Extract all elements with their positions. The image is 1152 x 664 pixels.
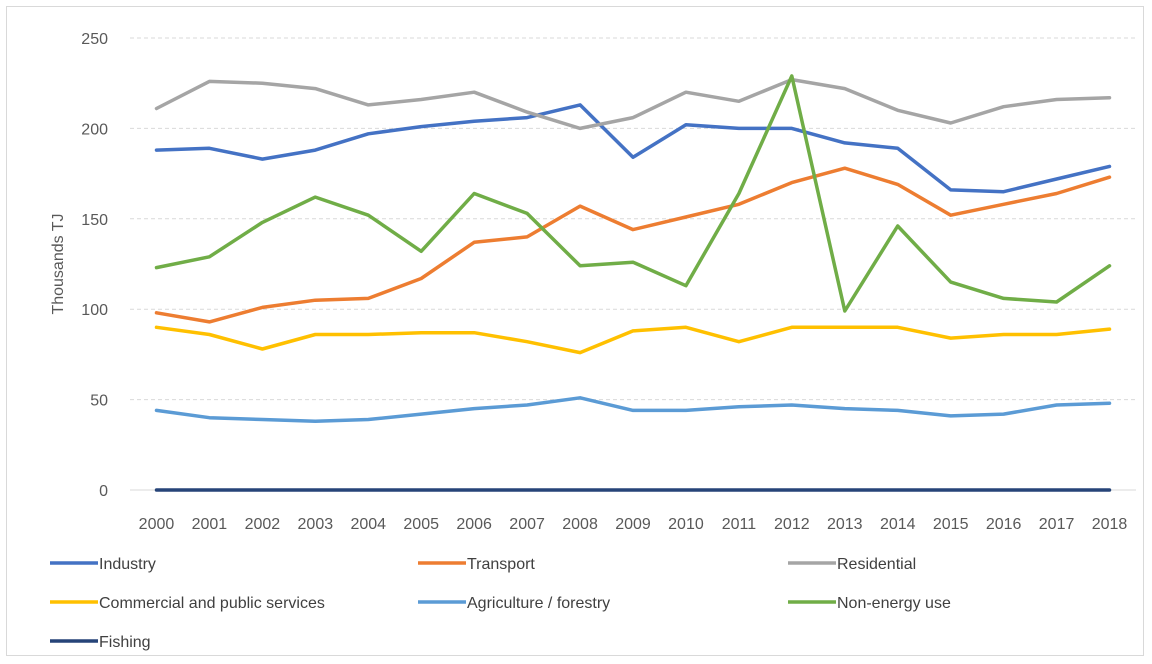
legend-item: Residential xyxy=(788,556,916,573)
y-axis-ticks: 0 50 100 150 200 250 xyxy=(81,31,108,500)
x-tick-label: 2013 xyxy=(827,516,863,533)
legend-label: Transport xyxy=(467,556,535,573)
series-line-non-energy-use xyxy=(154,74,1112,313)
x-tick-label: 2016 xyxy=(986,516,1022,533)
x-tick-label: 2007 xyxy=(509,516,545,533)
x-tick-label: 2014 xyxy=(880,516,916,533)
x-tick-label: 2000 xyxy=(139,516,175,533)
legend-item: Fishing xyxy=(50,634,151,651)
y-tick-label: 200 xyxy=(81,121,108,138)
y-tick-label: 50 xyxy=(90,393,108,410)
x-tick-label: 2002 xyxy=(245,516,281,533)
legend-label: Agriculture / forestry xyxy=(467,595,610,612)
y-axis-title: Thousands TJ xyxy=(50,213,67,314)
series-lines xyxy=(154,74,1112,492)
legend-label: Industry xyxy=(99,556,156,573)
series-line-transport xyxy=(154,166,1112,324)
x-tick-label: 2009 xyxy=(615,516,651,533)
legend-label: Non-energy use xyxy=(837,595,951,612)
series-line-agriculture-forestry xyxy=(154,396,1112,424)
x-tick-label: 2018 xyxy=(1092,516,1128,533)
legend: Industry Transport Residential Commercial a… xyxy=(50,556,951,651)
x-tick-label: 2005 xyxy=(403,516,439,533)
x-tick-label: 2010 xyxy=(668,516,704,533)
series-line-commercial-and-public-services xyxy=(154,325,1112,355)
legend-item: Non-energy use xyxy=(788,595,951,612)
series-line-residential xyxy=(154,77,1112,131)
x-tick-label: 2015 xyxy=(933,516,969,533)
legend-item: Transport xyxy=(418,556,535,573)
y-tick-label: 150 xyxy=(81,212,108,229)
x-tick-label: 2012 xyxy=(774,516,810,533)
x-tick-label: 2008 xyxy=(562,516,598,533)
x-tick-label: 2006 xyxy=(456,516,492,533)
x-tick-label: 2001 xyxy=(192,516,228,533)
y-tick-label: 100 xyxy=(81,302,108,319)
legend-label: Commercial and public services xyxy=(99,595,325,612)
x-tick-label: 2017 xyxy=(1039,516,1075,533)
x-tick-label: 2003 xyxy=(298,516,334,533)
legend-item: Agriculture / forestry xyxy=(418,595,610,612)
legend-label: Fishing xyxy=(99,634,151,651)
legend-label: Residential xyxy=(837,556,916,573)
x-tick-label: 2011 xyxy=(722,516,757,533)
series-line-industry xyxy=(154,103,1112,194)
x-tick-label: 2004 xyxy=(350,516,386,533)
legend-item: Commercial and public services xyxy=(50,595,325,612)
y-tick-label: 250 xyxy=(81,31,108,48)
legend-item: Industry xyxy=(50,556,156,573)
y-tick-label: 0 xyxy=(99,483,108,500)
x-axis-ticks: 2000 2001 2002 2003 2004 2005 2006 2007 2008 2009… xyxy=(139,516,1128,533)
